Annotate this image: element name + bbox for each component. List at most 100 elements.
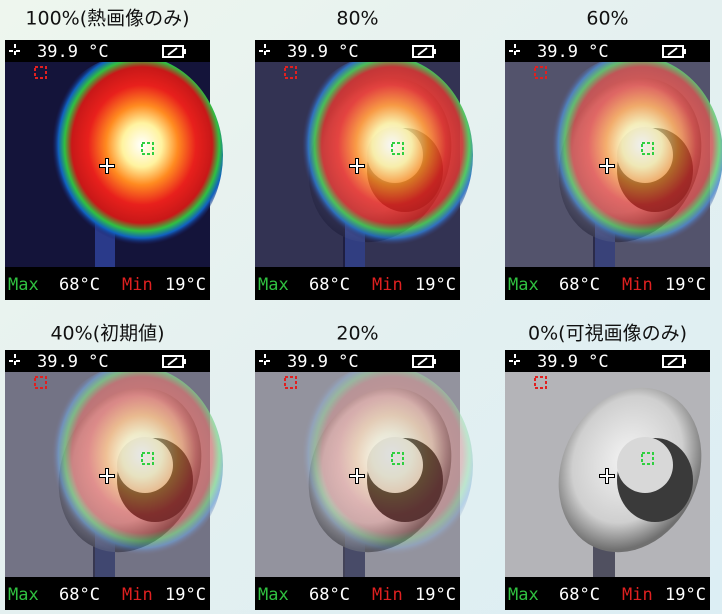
min-value: 19°C (165, 275, 206, 295)
max-marker (391, 452, 404, 465)
top-bar (505, 350, 710, 372)
temperature: 39.9 °C (537, 352, 609, 372)
min-label: Min (622, 275, 653, 295)
battery-tip (183, 49, 186, 54)
caption: 100%(熱画像のみ) (25, 8, 189, 30)
max-marker (141, 142, 154, 155)
max-marker (391, 142, 404, 155)
thermal-blob (293, 55, 473, 255)
min-marker (34, 66, 47, 79)
max-label: Max (258, 585, 289, 605)
caption: 20% (336, 323, 378, 345)
caption: 0%(可視画像のみ) (528, 323, 687, 345)
min-marker (284, 66, 297, 79)
min-marker (534, 66, 547, 79)
max-marker (641, 142, 654, 155)
camera-view: 39.9 °C Max 68°C Min 19°C (505, 40, 722, 300)
bottom-bar (255, 267, 460, 300)
temperature: 39.9 °C (37, 42, 109, 62)
thermal-blob (43, 55, 223, 255)
battery-tip (683, 49, 686, 54)
min-marker (284, 376, 297, 389)
temperature: 39.9 °C (287, 42, 359, 62)
max-marker (141, 452, 154, 465)
thermal-blob (293, 365, 473, 565)
caption: 60% (586, 8, 628, 30)
thermal-overlay (5, 40, 223, 300)
min-value: 19°C (415, 585, 456, 605)
thermal-blob (543, 55, 722, 255)
crosshair-icon (9, 44, 21, 58)
center-crosshair-inner (350, 469, 364, 483)
thermal-blob (43, 365, 223, 565)
min-label: Min (122, 275, 153, 295)
center-crosshair-inner (600, 159, 614, 173)
center-crosshair-inner (600, 469, 614, 483)
top-bar (5, 40, 210, 62)
max-marker (641, 452, 654, 465)
top-bar (505, 40, 710, 62)
min-value: 19°C (665, 585, 706, 605)
camera-view: 39.9 °C Max 68°C Min 19°C (255, 350, 473, 610)
temperature: 39.9 °C (537, 42, 609, 62)
top-bar (5, 350, 210, 372)
center-crosshair-inner (100, 469, 114, 483)
temperature: 39.9 °C (37, 352, 109, 372)
bottom-bar (505, 267, 710, 300)
min-marker (34, 376, 47, 389)
center-crosshair-inner (100, 159, 114, 173)
battery-bolt (167, 47, 178, 56)
max-value: 68°C (59, 275, 100, 295)
crosshair-icon (259, 44, 271, 58)
camera-view: 39.9 °C Max 68°C Min 19°C (5, 350, 223, 610)
thermal-blob (543, 365, 722, 565)
battery-bolt (667, 47, 678, 56)
thermal-overlay (505, 40, 722, 300)
top-bar (255, 350, 460, 372)
camera-view: 39.9 °C Max 68°C Min 19°C (505, 350, 722, 610)
battery-bolt (667, 357, 678, 366)
camera-view: 39.9 °C Max 68°C Min 19°C (5, 40, 223, 300)
battery-tip (433, 359, 436, 364)
max-label: Max (258, 275, 289, 295)
min-value: 19°C (415, 275, 456, 295)
max-value: 68°C (59, 585, 100, 605)
crosshair-icon (509, 44, 521, 58)
battery-tip (683, 359, 686, 364)
crosshair-icon (259, 354, 271, 368)
bottom-bar (5, 267, 210, 300)
bottom-bar (5, 577, 210, 610)
battery-bolt (167, 357, 178, 366)
max-label: Max (508, 585, 539, 605)
battery-bolt (417, 357, 428, 366)
battery-bolt (417, 47, 428, 56)
min-label: Min (372, 275, 403, 295)
caption: 40%(初期値) (50, 323, 164, 345)
min-value: 19°C (665, 275, 706, 295)
bottom-bar (505, 577, 710, 610)
battery-tip (433, 49, 436, 54)
max-value: 68°C (559, 275, 600, 295)
min-value: 19°C (165, 585, 206, 605)
min-label: Min (122, 585, 153, 605)
bottom-bar (255, 577, 460, 610)
min-marker (534, 376, 547, 389)
crosshair-icon (509, 354, 521, 368)
max-label: Max (8, 275, 39, 295)
max-value: 68°C (309, 585, 350, 605)
min-label: Min (372, 585, 403, 605)
center-crosshair-inner (350, 159, 364, 173)
camera-view: 39.9 °C Max 68°C Min 19°C (255, 40, 473, 300)
max-value: 68°C (559, 585, 600, 605)
top-bar (255, 40, 460, 62)
crosshair-icon (9, 354, 21, 368)
battery-tip (183, 359, 186, 364)
max-value: 68°C (309, 275, 350, 295)
caption: 80% (336, 8, 378, 30)
min-label: Min (622, 585, 653, 605)
max-label: Max (8, 585, 39, 605)
temperature: 39.9 °C (287, 352, 359, 372)
max-label: Max (508, 275, 539, 295)
